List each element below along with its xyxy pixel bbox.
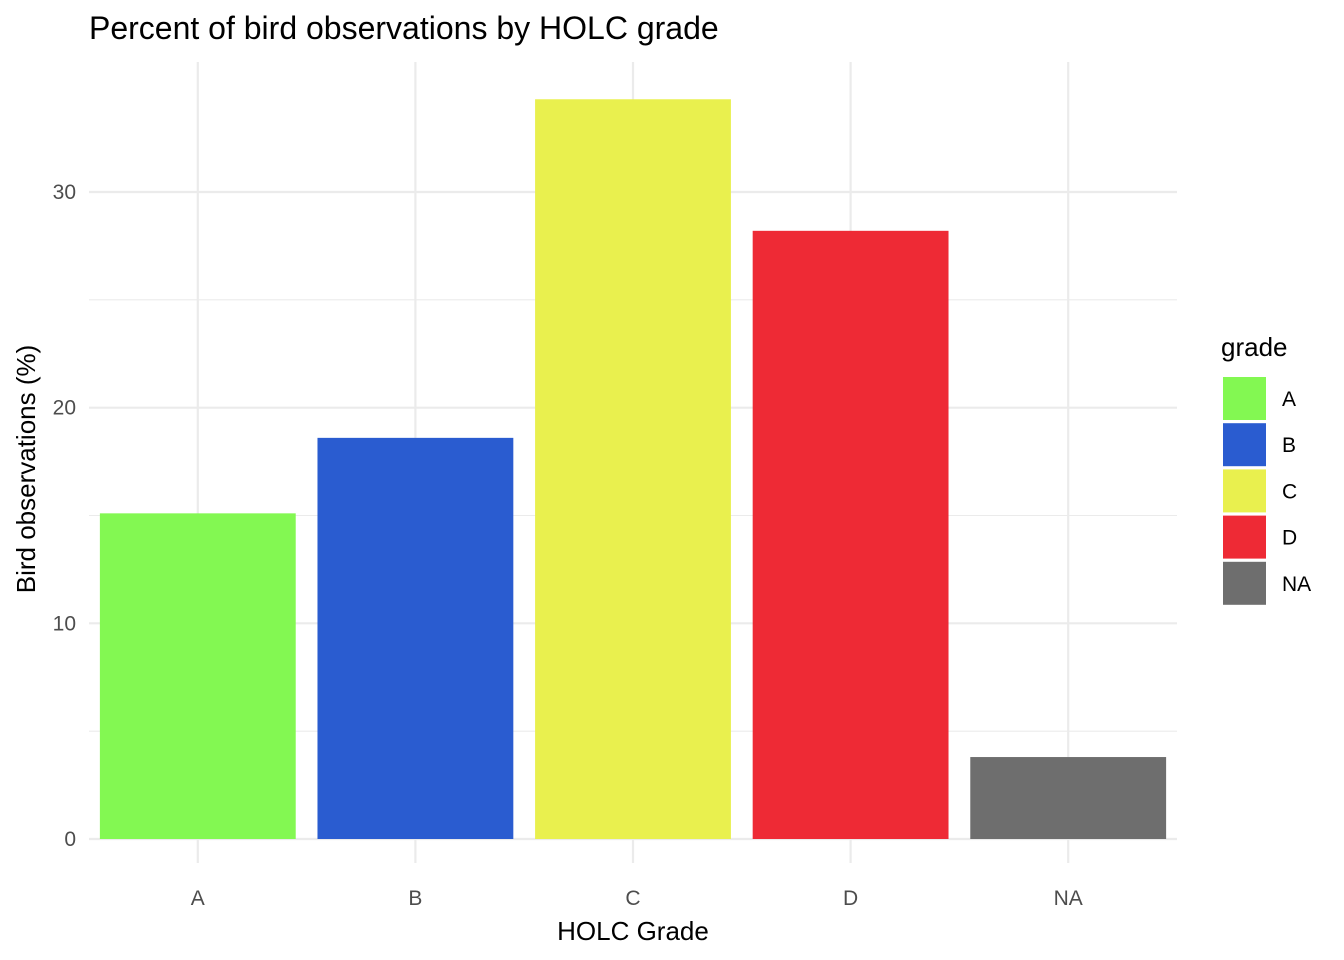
y-tick-label: 0 bbox=[64, 828, 76, 851]
y-axis-title: Bird observations (%) bbox=[11, 345, 41, 594]
legend-label: A bbox=[1282, 388, 1296, 411]
y-axis-ticks: 0 10 20 30 bbox=[53, 181, 76, 851]
bar-a bbox=[99, 513, 296, 839]
x-axis-ticks: A B C D NA bbox=[191, 887, 1083, 910]
x-tick-label: B bbox=[408, 887, 422, 910]
bar-c bbox=[535, 99, 731, 840]
legend-key-na bbox=[1223, 561, 1266, 605]
y-tick-label: 20 bbox=[53, 397, 76, 420]
bar-b bbox=[317, 437, 514, 839]
legend-label: NA bbox=[1282, 573, 1311, 596]
y-tick-label: 30 bbox=[53, 181, 76, 204]
legend-label: C bbox=[1282, 480, 1297, 503]
x-axis-title: HOLC Grade bbox=[557, 916, 709, 946]
legend-label: D bbox=[1282, 527, 1297, 550]
legend-key-c bbox=[1223, 469, 1266, 513]
bars bbox=[99, 99, 1167, 840]
x-tick-label: A bbox=[191, 887, 205, 910]
legend-key-a bbox=[1223, 377, 1266, 420]
chart-title: Percent of bird observations by HOLC gra… bbox=[89, 10, 719, 46]
x-tick-label: D bbox=[843, 887, 858, 910]
bar-d bbox=[752, 230, 949, 839]
legend-key-b bbox=[1223, 423, 1266, 467]
y-tick-label: 10 bbox=[53, 612, 76, 635]
legend: grade ABC D NA bbox=[1221, 332, 1311, 605]
x-tick-label: NA bbox=[1054, 887, 1083, 910]
legend-title: grade bbox=[1221, 332, 1288, 362]
legend-key-d bbox=[1223, 515, 1266, 559]
x-tick-label: C bbox=[625, 887, 640, 910]
legend-label: B bbox=[1282, 434, 1296, 457]
bar-na bbox=[970, 757, 1167, 839]
